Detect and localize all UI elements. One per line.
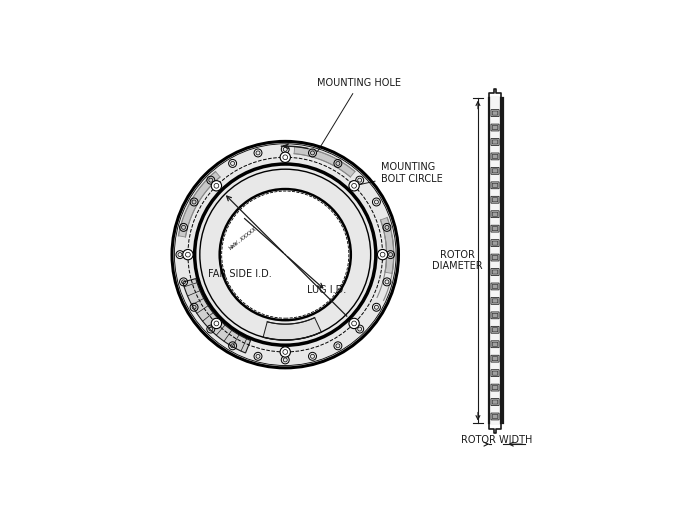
Polygon shape	[381, 218, 393, 273]
FancyBboxPatch shape	[491, 153, 499, 160]
FancyBboxPatch shape	[492, 169, 498, 173]
FancyBboxPatch shape	[491, 211, 499, 218]
FancyBboxPatch shape	[491, 413, 499, 420]
Circle shape	[183, 249, 193, 260]
Text: MOUNTING HOLE: MOUNTING HOLE	[317, 78, 401, 152]
Text: ROTOR WIDTH: ROTOR WIDTH	[461, 435, 532, 445]
FancyBboxPatch shape	[492, 414, 498, 418]
Polygon shape	[178, 171, 220, 237]
FancyBboxPatch shape	[492, 255, 498, 260]
FancyBboxPatch shape	[492, 227, 498, 231]
FancyBboxPatch shape	[491, 109, 499, 117]
FancyBboxPatch shape	[492, 198, 498, 202]
FancyBboxPatch shape	[492, 270, 498, 274]
FancyBboxPatch shape	[491, 196, 499, 203]
Circle shape	[211, 181, 222, 191]
FancyBboxPatch shape	[492, 212, 498, 216]
FancyBboxPatch shape	[491, 312, 499, 319]
Circle shape	[211, 318, 222, 329]
Text: ROTOR
DIAMETER: ROTOR DIAMETER	[432, 250, 482, 271]
FancyBboxPatch shape	[491, 355, 499, 362]
FancyBboxPatch shape	[491, 138, 499, 146]
FancyBboxPatch shape	[492, 342, 498, 346]
FancyBboxPatch shape	[492, 357, 498, 361]
FancyBboxPatch shape	[491, 268, 499, 276]
FancyBboxPatch shape	[491, 182, 499, 189]
FancyBboxPatch shape	[491, 225, 499, 232]
FancyBboxPatch shape	[491, 239, 499, 247]
Circle shape	[280, 347, 290, 357]
FancyBboxPatch shape	[492, 313, 498, 317]
FancyBboxPatch shape	[491, 341, 499, 348]
FancyBboxPatch shape	[491, 283, 499, 290]
Circle shape	[349, 181, 359, 191]
FancyBboxPatch shape	[492, 125, 498, 130]
Bar	[489, 95, 501, 426]
Circle shape	[377, 249, 388, 260]
Circle shape	[280, 152, 290, 163]
FancyBboxPatch shape	[492, 328, 498, 332]
FancyBboxPatch shape	[492, 241, 498, 245]
FancyBboxPatch shape	[491, 369, 499, 377]
Polygon shape	[183, 279, 251, 353]
Polygon shape	[294, 147, 355, 177]
FancyBboxPatch shape	[491, 297, 499, 304]
Text: WWW.XXXXX: WWW.XXXXX	[229, 227, 258, 251]
FancyBboxPatch shape	[492, 183, 498, 187]
FancyBboxPatch shape	[492, 284, 498, 288]
Text: MOUNTING
BOLT CIRCLE: MOUNTING BOLT CIRCLE	[357, 163, 442, 185]
Text: FAR SIDE I.D.: FAR SIDE I.D.	[208, 269, 272, 280]
FancyBboxPatch shape	[492, 385, 498, 390]
FancyBboxPatch shape	[491, 384, 499, 391]
FancyBboxPatch shape	[492, 154, 498, 158]
FancyBboxPatch shape	[492, 299, 498, 303]
Text: LUG I.D.: LUG I.D.	[307, 285, 346, 295]
FancyBboxPatch shape	[492, 371, 498, 375]
FancyBboxPatch shape	[491, 167, 499, 174]
FancyBboxPatch shape	[491, 398, 499, 406]
FancyBboxPatch shape	[491, 326, 499, 333]
FancyBboxPatch shape	[492, 400, 498, 404]
FancyBboxPatch shape	[491, 254, 499, 261]
Circle shape	[349, 318, 359, 329]
FancyBboxPatch shape	[492, 111, 498, 115]
Polygon shape	[263, 318, 321, 340]
FancyBboxPatch shape	[491, 124, 499, 131]
FancyBboxPatch shape	[492, 140, 498, 144]
